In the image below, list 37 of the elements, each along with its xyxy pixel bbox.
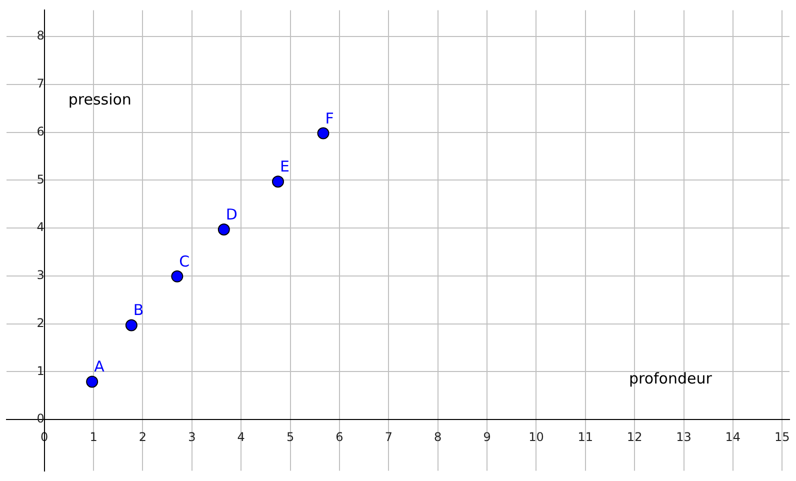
- y-tick-label: 6: [36, 124, 44, 138]
- x-tick-label: 2: [138, 430, 147, 444]
- point: [218, 223, 230, 236]
- annotation: E: [280, 158, 290, 176]
- x-tick-label: 6: [336, 430, 344, 444]
- annotation: F: [325, 109, 334, 128]
- point: [86, 376, 98, 388]
- y-tick-label: 5: [36, 172, 44, 186]
- y-tick-label: 4: [36, 220, 44, 234]
- x-tick-label: 4: [237, 430, 245, 444]
- x-tick-label: 7: [384, 430, 392, 444]
- x-tick-label: 10: [528, 430, 544, 444]
- x-tick-label: 9: [483, 430, 491, 444]
- annotation: B: [133, 301, 144, 320]
- point: [125, 319, 138, 332]
- point: [272, 176, 284, 188]
- annotation: C: [179, 252, 190, 270]
- annotation: A: [94, 358, 106, 376]
- x-tick-label: 3: [188, 430, 196, 444]
- y-axis-title: pression: [68, 90, 132, 109]
- x-tick-label: 11: [578, 430, 594, 444]
- x-tick-label: 14: [725, 430, 741, 444]
- y-tick-label: 7: [36, 76, 44, 91]
- x-tick-label: 5: [286, 430, 294, 444]
- x-tick-label: 13: [676, 430, 692, 444]
- x-axis-title: profondeur: [628, 369, 713, 388]
- y-tick-label: 8: [36, 28, 44, 43]
- y-tick-label: 2: [36, 316, 44, 330]
- y-tick-label: 3: [36, 268, 44, 282]
- y-tick-label: 1: [36, 364, 44, 378]
- annotation: D: [226, 205, 238, 224]
- x-tick-label: 1: [90, 430, 98, 444]
- x-tick-label: 15: [774, 430, 790, 444]
- point: [317, 127, 330, 140]
- x-tick-label: 8: [434, 430, 442, 444]
- point: [171, 270, 184, 282]
- x-tick-label: 12: [626, 430, 642, 444]
